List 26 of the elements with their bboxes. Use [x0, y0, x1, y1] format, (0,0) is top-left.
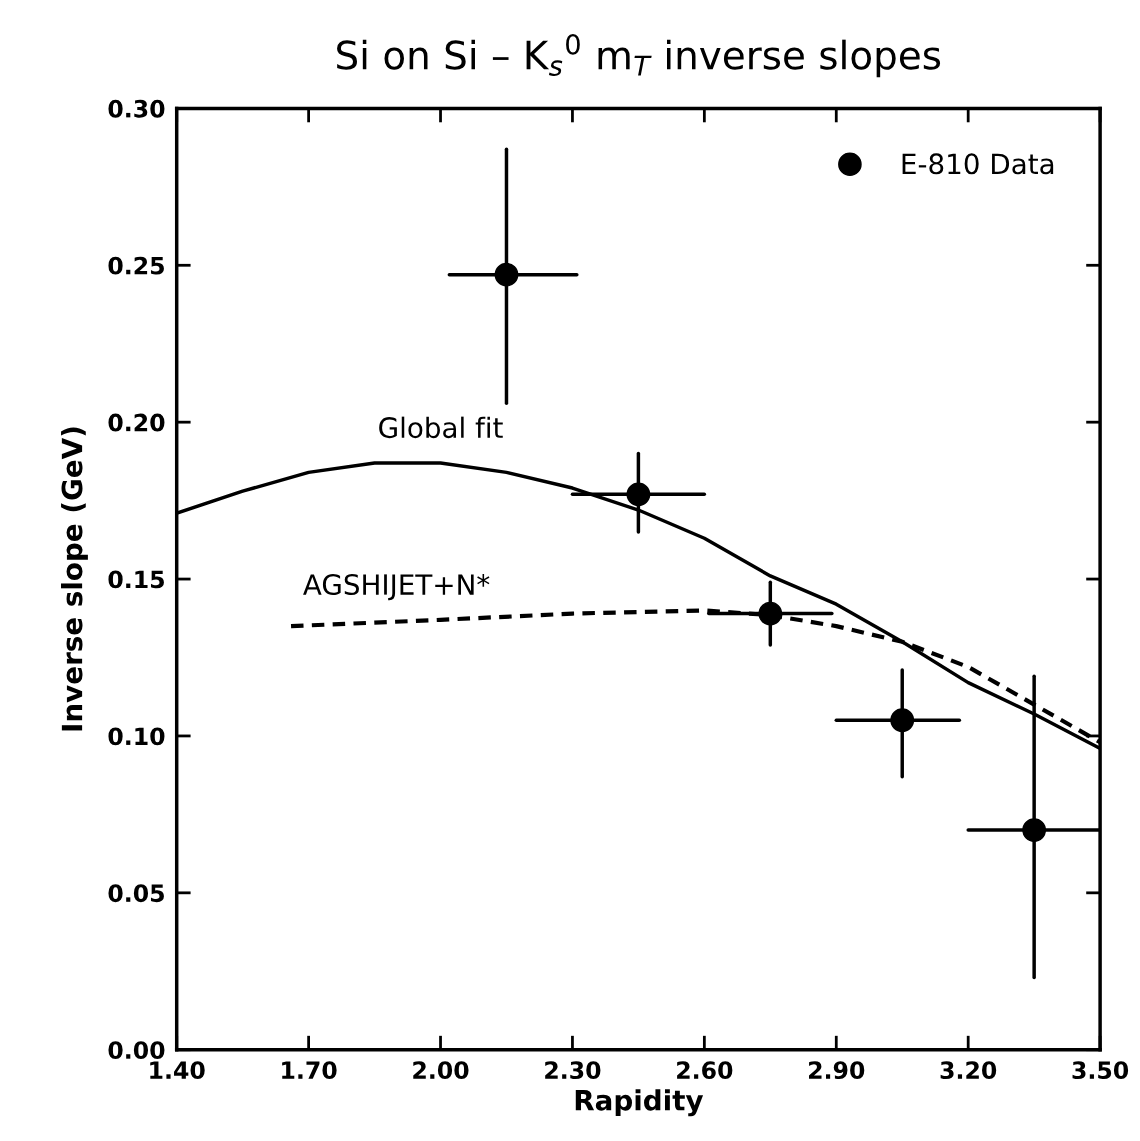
- y-tick-label: 0.05: [108, 884, 164, 903]
- x-tick-label: 2.30: [545, 1061, 601, 1080]
- y-tick-label: 0.00: [108, 1041, 165, 1060]
- y-axis-title: Inverse slope (GeV): [61, 427, 88, 731]
- point: [626, 482, 651, 507]
- y-tick-label: 0.15: [108, 570, 164, 589]
- legend-label: E-810 Data: [902, 153, 1054, 175]
- point: [890, 708, 915, 733]
- chart-title: Si on Si – K$_{s}$$^{0}$ m$_{T}$ inverse slopes: [337, 34, 941, 78]
- x-tick-label: 2.00: [413, 1061, 469, 1080]
- annotation: Global fit: [379, 416, 503, 439]
- x-tick-label: 1.40: [150, 1061, 205, 1080]
- point: [494, 262, 519, 287]
- x-tick-label: 2.60: [677, 1061, 733, 1080]
- y-tick-label: 0.20: [108, 413, 165, 432]
- x-axis-title: Rapidity: [575, 1089, 704, 1117]
- point: [758, 601, 783, 626]
- y-tick-label: 0.25: [108, 256, 164, 275]
- y-tick-label: 0.30: [108, 99, 165, 118]
- x-tick-label: 3.20: [940, 1061, 997, 1080]
- point: [1022, 818, 1047, 842]
- y-tick-label: 0.10: [108, 727, 165, 746]
- x-tick-label: 2.90: [809, 1061, 865, 1080]
- x-tick-label: 3.50: [1072, 1061, 1129, 1080]
- x-tick-label: 1.70: [282, 1061, 337, 1080]
- annotation: AGSHIJET+N*: [303, 574, 490, 601]
